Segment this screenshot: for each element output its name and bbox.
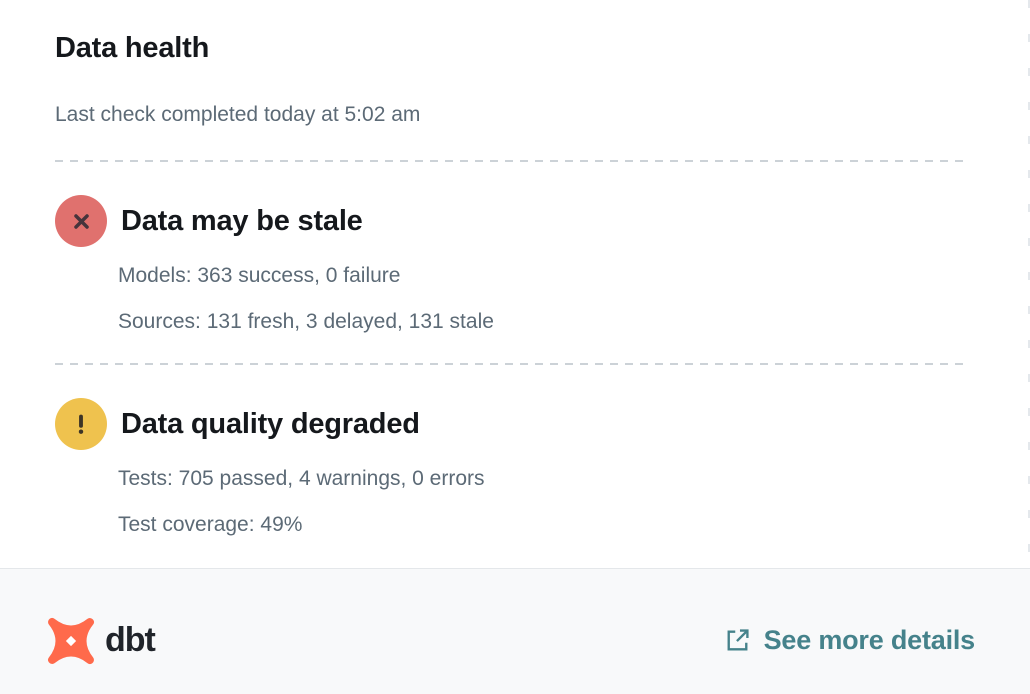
quality-heading: Data quality degraded xyxy=(121,407,420,440)
warning-circle-exclamation-icon xyxy=(55,398,107,450)
external-link-icon xyxy=(727,629,749,651)
tests-status-line: Tests: 705 passed, 4 warnings, 0 errors xyxy=(118,467,485,490)
freshness-heading: Data may be stale xyxy=(121,204,363,237)
quality-section: Data quality degraded Tests: 705 passed,… xyxy=(55,398,975,538)
footer: dbt See more details xyxy=(0,568,1030,694)
dbt-wordmark: dbt xyxy=(105,621,156,659)
last-check-status: Last check completed today at 5:02 am xyxy=(55,103,421,126)
page-title: Data health xyxy=(55,32,210,64)
data-health-card: Data health Last check completed today a… xyxy=(55,32,975,538)
freshness-section: Data may be stale Models: 363 success, 0… xyxy=(55,195,975,335)
test-coverage-line: Test coverage: 49% xyxy=(118,513,303,536)
dbt-logo-icon xyxy=(48,617,94,664)
see-more-details-link[interactable]: See more details xyxy=(724,625,975,656)
models-status-line: Models: 363 success, 0 failure xyxy=(118,264,401,287)
see-more-details-label: See more details xyxy=(763,625,976,655)
dbt-brand: dbt xyxy=(44,614,156,668)
section-divider xyxy=(55,160,967,162)
section-divider xyxy=(55,363,967,365)
widget-right-edge-divider xyxy=(1028,0,1030,568)
sources-status-line: Sources: 131 fresh, 3 delayed, 131 stale xyxy=(118,310,494,333)
error-circle-x-icon xyxy=(55,195,107,247)
